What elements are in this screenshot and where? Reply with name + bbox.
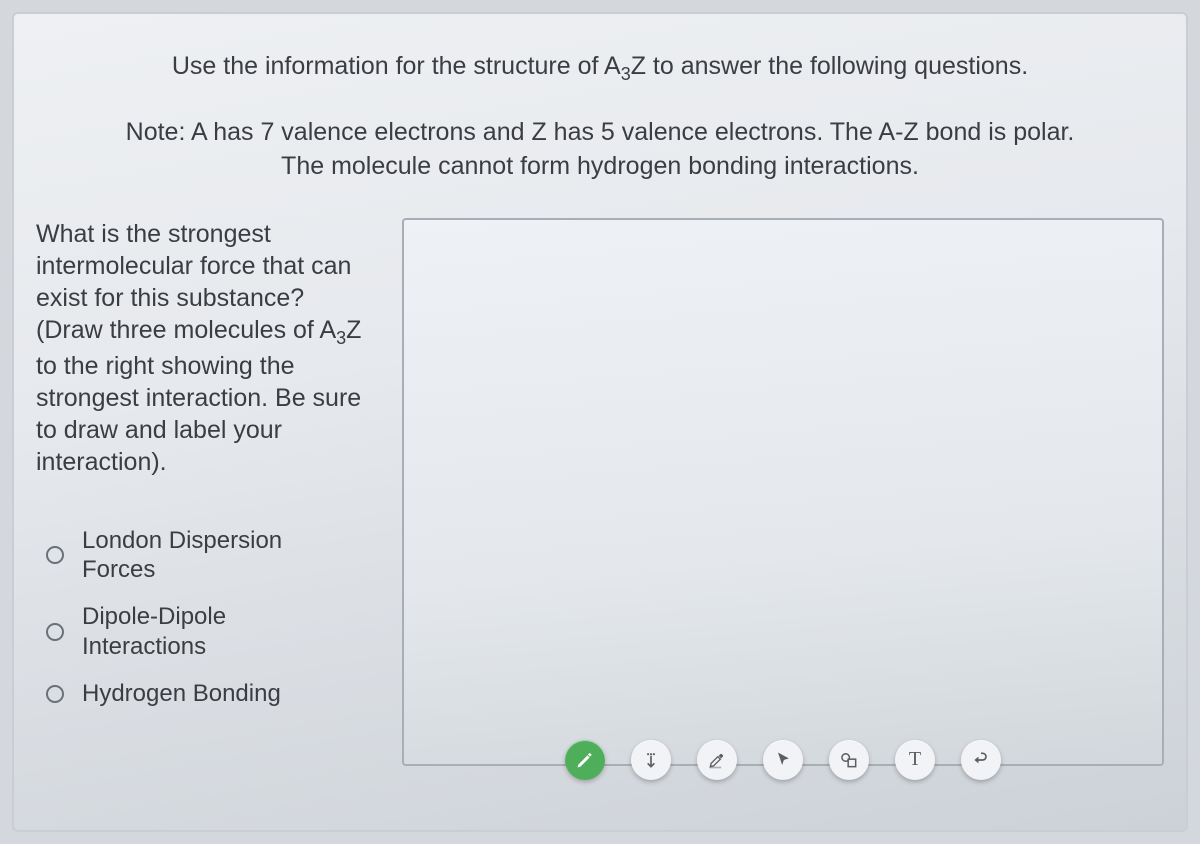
pencil-tool-button[interactable] bbox=[565, 740, 605, 780]
text-tool-label: T bbox=[909, 748, 921, 771]
prompt-sub: 3 bbox=[336, 328, 346, 348]
option-label: London Dispersion Forces bbox=[82, 526, 282, 585]
intro-before: Use the information for the structure of… bbox=[172, 52, 621, 80]
option-label: Hydrogen Bonding bbox=[82, 679, 281, 708]
radio-icon bbox=[46, 546, 64, 564]
note-text: Note: A has 7 valence electrons and Z ha… bbox=[50, 116, 1150, 184]
shapes-icon bbox=[839, 750, 859, 770]
drawing-toolbar: T bbox=[565, 740, 1001, 780]
highlighter-tool-button[interactable] bbox=[697, 740, 737, 780]
pencil-icon bbox=[575, 750, 595, 770]
line-tool-button[interactable] bbox=[631, 740, 671, 780]
prompt-before: What is the bbox=[36, 220, 168, 248]
undo-tool-button[interactable] bbox=[961, 740, 1001, 780]
text-tool-button[interactable]: T bbox=[895, 740, 935, 780]
question-column: What is the strongest intermolecular for… bbox=[36, 218, 376, 766]
answer-options: London Dispersion Forces Dipole-Dipole I… bbox=[36, 526, 376, 708]
note-line1: Note: A has 7 valence electrons and Z ha… bbox=[126, 118, 1075, 146]
pointer-tool-button[interactable] bbox=[763, 740, 803, 780]
intro-subscript: 3 bbox=[621, 64, 631, 84]
intro-text: Use the information for the structure of… bbox=[66, 50, 1134, 86]
prompt-strong: strongest bbox=[168, 220, 271, 248]
note-line2-before: The molecule bbox=[281, 152, 438, 180]
option-dipole[interactable]: Dipole-Dipole Interactions bbox=[46, 602, 376, 661]
question-card: Use the information for the structure of… bbox=[12, 12, 1188, 832]
option-label: Dipole-Dipole Interactions bbox=[82, 602, 226, 661]
drawing-canvas[interactable] bbox=[402, 218, 1164, 766]
line-arrows-icon bbox=[641, 750, 661, 770]
note-cannot: cannot bbox=[438, 152, 513, 180]
pointer-icon bbox=[773, 750, 793, 770]
undo-icon bbox=[971, 750, 991, 770]
question-prompt: What is the strongest intermolecular for… bbox=[36, 218, 376, 478]
note-line2-after: form hydrogen bonding interactions. bbox=[513, 152, 919, 180]
option-ldf[interactable]: London Dispersion Forces bbox=[46, 526, 376, 585]
radio-icon bbox=[46, 623, 64, 641]
shapes-tool-button[interactable] bbox=[829, 740, 869, 780]
highlighter-icon bbox=[707, 750, 727, 770]
prompt-p3-before: (Draw three molecules of A bbox=[36, 316, 336, 344]
intro-after: Z to answer the following questions. bbox=[631, 52, 1028, 80]
drawing-area-wrap: T bbox=[402, 218, 1164, 766]
prompt-p2: intermolecular force that can exist for … bbox=[36, 252, 351, 312]
content-row: What is the strongest intermolecular for… bbox=[36, 218, 1164, 766]
option-hbond[interactable]: Hydrogen Bonding bbox=[46, 679, 376, 708]
radio-icon bbox=[46, 685, 64, 703]
